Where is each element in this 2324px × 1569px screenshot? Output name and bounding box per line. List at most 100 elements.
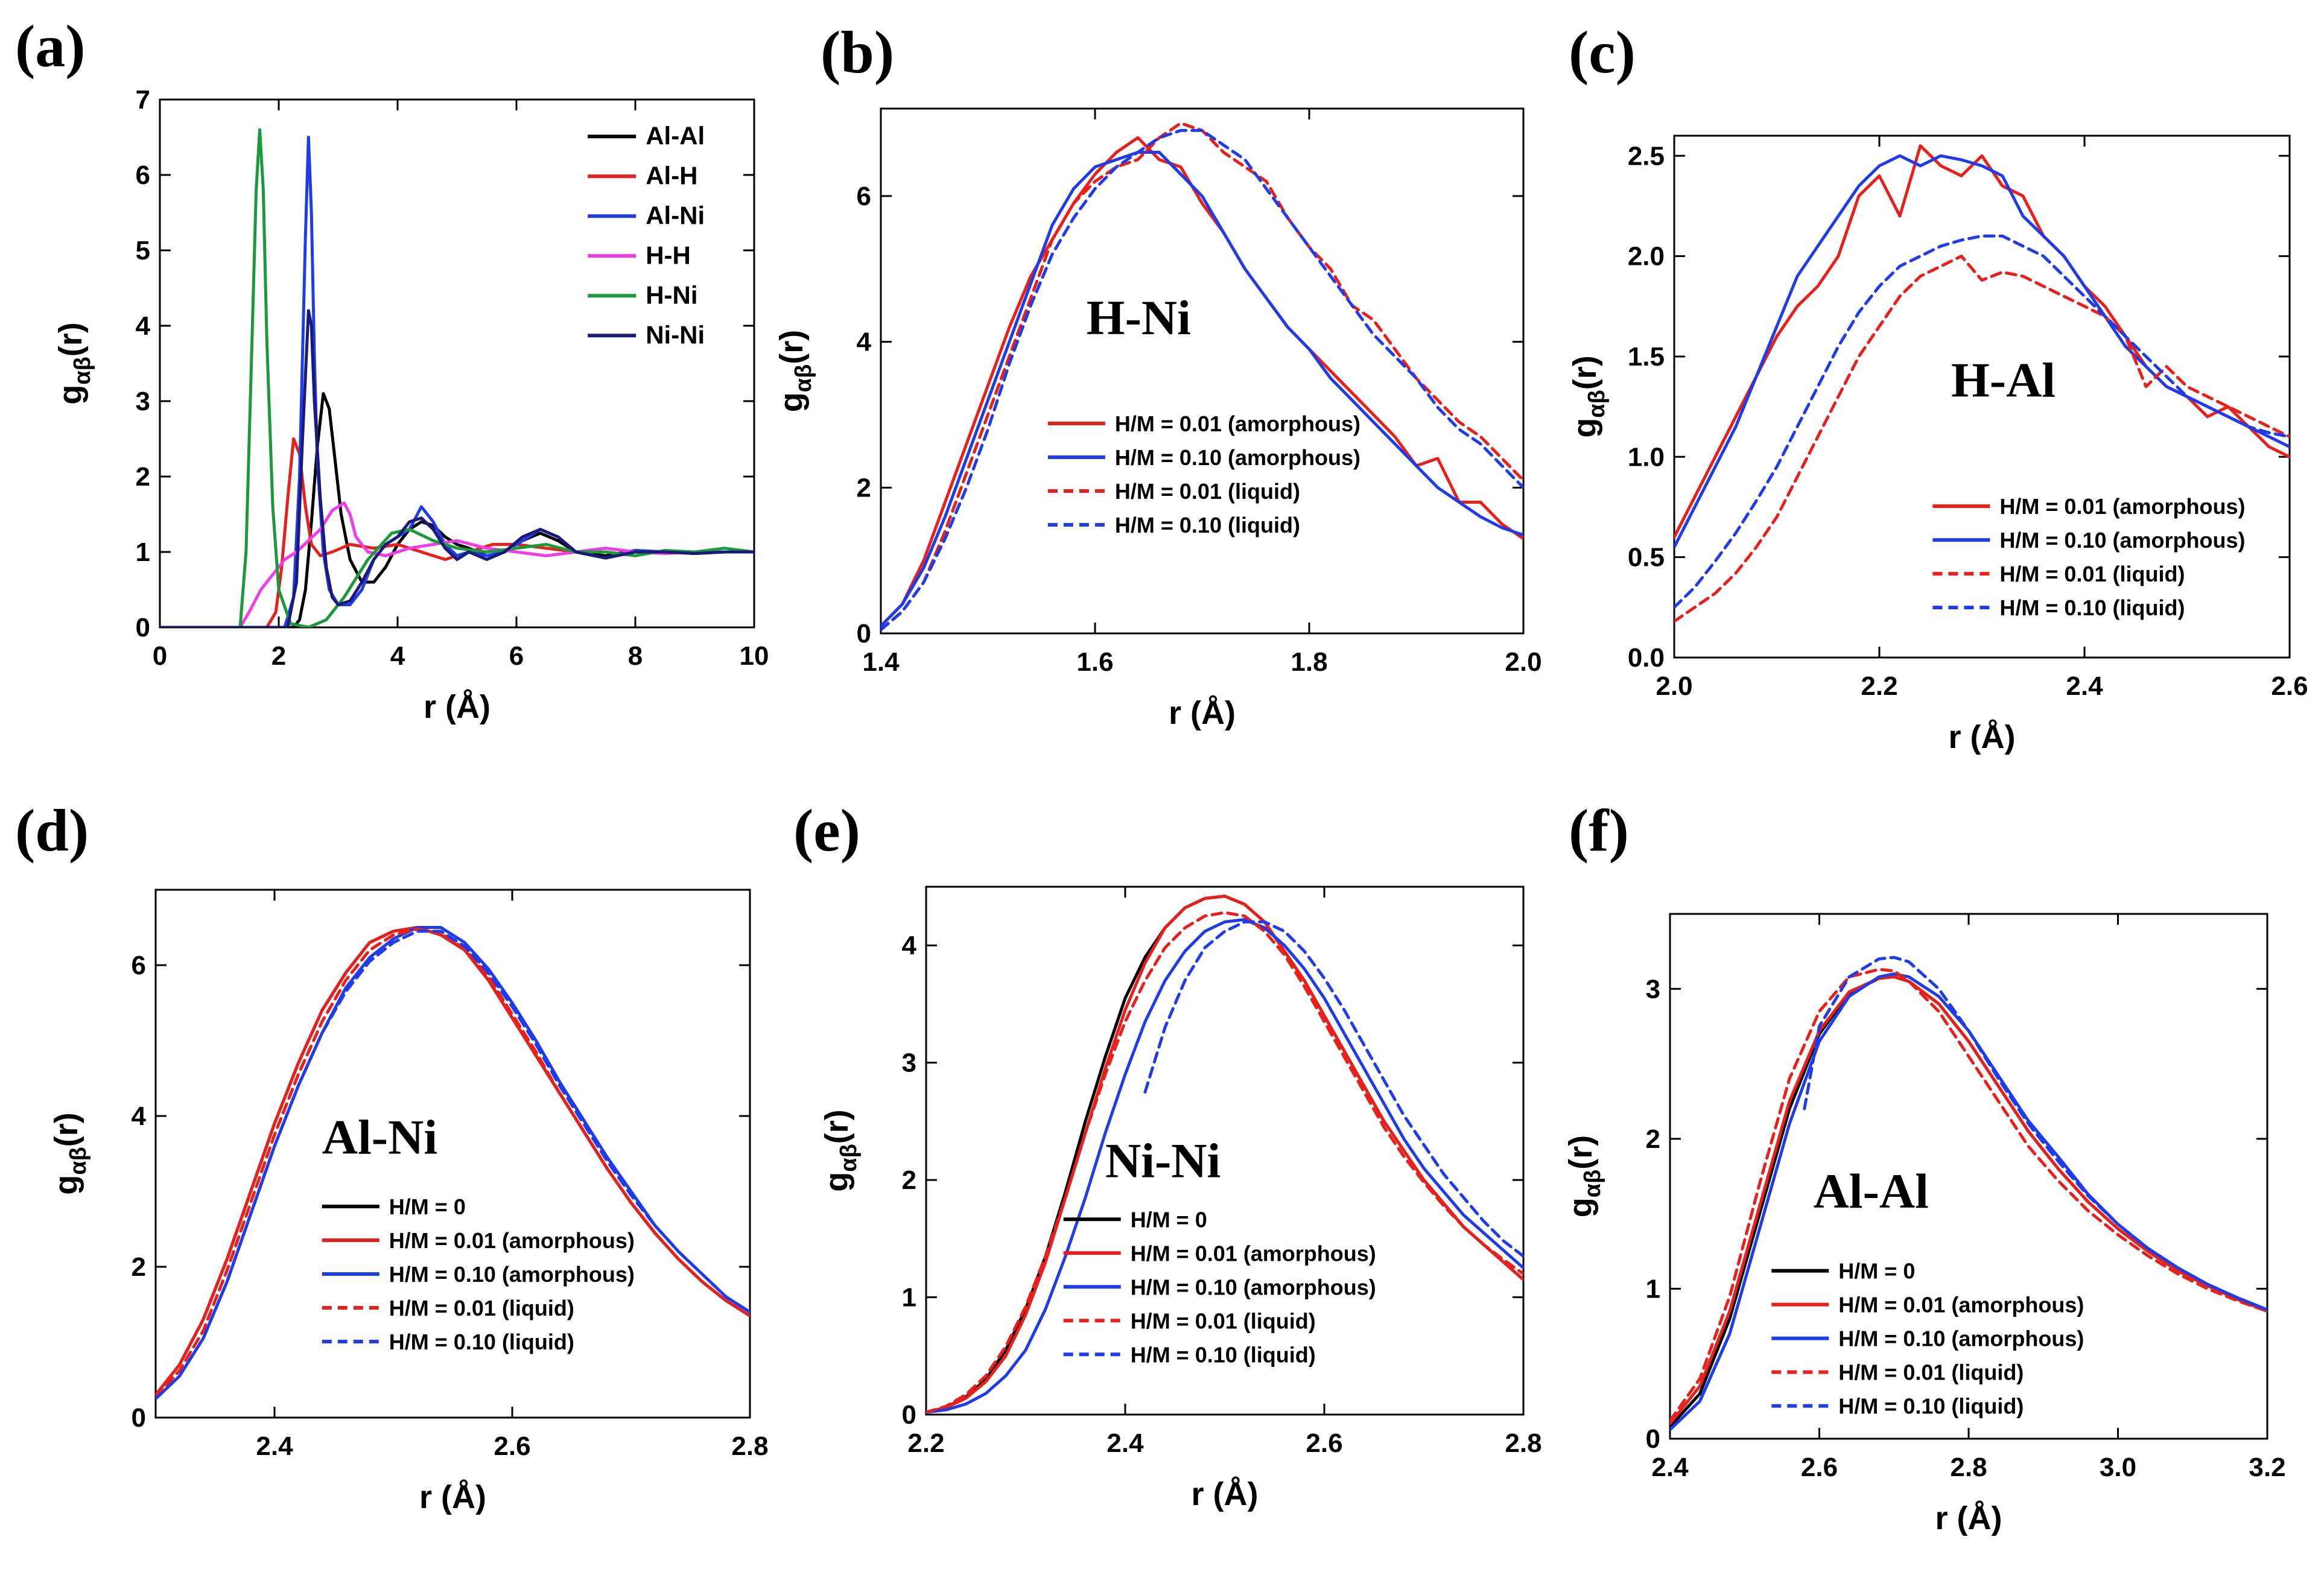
y-axis-title-main: g	[819, 1172, 855, 1192]
legend-label: Al-Ni	[646, 201, 705, 229]
x-tick-label: 2.4	[1106, 1428, 1144, 1458]
series-line-h-h	[160, 501, 754, 627]
plot-frame	[1673, 135, 2291, 659]
legend-label: H/M = 0	[1131, 1207, 1207, 1232]
series-line-h-m-0-10-amorphous-	[881, 151, 1523, 628]
panel-label: (b)	[821, 19, 894, 86]
legend-label: H/M = 0.01 (liquid)	[1131, 1308, 1316, 1333]
y-tick-label: 4	[902, 931, 917, 960]
x-tick-label: 3.2	[2249, 1453, 2285, 1482]
legend-label: H/M = 0.01 (liquid)	[1115, 479, 1300, 504]
x-tick-label: 2.0	[1505, 647, 1541, 677]
panel-label: (d)	[15, 797, 89, 864]
y-axis-title-tail: (r)	[1563, 1135, 1599, 1170]
x-tick-label: 2.8	[731, 1431, 768, 1461]
y-tick-label: 0.0	[1628, 643, 1665, 673]
legend-label: H/M = 0	[389, 1194, 466, 1219]
legend-label: Ni-Ni	[646, 320, 705, 349]
y-axis-title-sub: αβ	[1584, 390, 1610, 418]
chart-panel-f: (f) 2.4 2.6 2.8 3.0 3.2 0 1 2 3 r (Å) gαβ(r) Al-Al H/…	[1563, 797, 2286, 1536]
panel-annotation: Ni-Ni	[1105, 1133, 1221, 1188]
y-tick-label: 4	[857, 328, 872, 357]
panel-annotation: Al-Ni	[322, 1110, 437, 1165]
series-line-h-m-0-10-liquid-	[1143, 920, 1523, 1258]
y-axis-title-sub: αβ	[791, 364, 816, 393]
y-axis-title-tail: (r)	[1567, 355, 1603, 390]
y-tick-label: 2	[857, 473, 871, 502]
legend: H/M = 0.01 (amorphous) H/M = 0.10 (amorph…	[1932, 494, 2245, 620]
legend-label: H/M = 0.10 (amorphous)	[1115, 445, 1360, 470]
y-tick-label: 2	[132, 1252, 146, 1282]
series-line-h-m-0-10-liquid-	[881, 128, 1523, 632]
legend-label: H/M = 0	[1838, 1259, 1915, 1284]
legend-label: H/M = 0.10 (liquid)	[1999, 595, 2185, 620]
legend-label: H/M = 0.01 (amorphous)	[1131, 1241, 1376, 1266]
plot-frame	[925, 886, 1525, 1416]
y-axis-title-main: g	[48, 1175, 84, 1195]
y-tick-label: 6	[857, 182, 871, 211]
y-tick-label: 6	[132, 951, 146, 980]
x-tick-label: 2.4	[2066, 671, 2103, 701]
x-axis-title: r (Å)	[1192, 1476, 1259, 1512]
series-line-ni-ni	[160, 309, 754, 627]
series-line-h-m-0-10-liquid-	[1803, 956, 2267, 1311]
y-axis-title-sub: αβ	[70, 357, 95, 385]
x-tick-label: 2.4	[1651, 1453, 1689, 1482]
x-tick-label: 10	[740, 641, 769, 671]
x-tick-label: 3.0	[2100, 1453, 2136, 1482]
series-line-h-m-0-01-liquid-	[1674, 255, 2290, 623]
x-tick-label: 2.6	[1801, 1453, 1838, 1482]
x-tick-label: 0	[153, 641, 167, 671]
plot-frame	[159, 98, 755, 629]
x-tick-label: 8	[628, 641, 643, 671]
y-axis-title-tail: (r)	[48, 1112, 84, 1147]
y-tick-label: 2.5	[1628, 141, 1665, 171]
panel-annotation: H-Al	[1951, 353, 2056, 408]
chart-panel-c: (c) 2.0 2.2 2.4 2.6 0.0 0.5 1.0 1.5 2.0 2.5 r (Å) gα…	[1567, 19, 2308, 755]
legend-label: H/M = 0.01 (amorphous)	[389, 1228, 635, 1253]
legend-label: H/M = 0.10 (amorphous)	[389, 1262, 635, 1287]
series-line-h-m-0-01-amorphous-	[1674, 144, 2290, 539]
panel-label: (f)	[1569, 797, 1629, 864]
plot-frame	[880, 107, 1525, 635]
x-tick-label: 6	[509, 641, 524, 671]
series-line-h-m-0-01-amorphous-	[156, 926, 750, 1396]
y-tick-label: 4	[136, 311, 151, 341]
x-axis-title: r (Å)	[1935, 1500, 2002, 1536]
x-tick-label: 1.8	[1291, 647, 1327, 677]
legend-label: H/M = 0.01 (amorphous)	[1115, 411, 1360, 436]
y-axis-title: gαβ(r)	[52, 322, 95, 405]
legend-label: H/M = 0.10 (liquid)	[1838, 1394, 2024, 1419]
series-line-h-m-0-01-amorphous-	[1670, 975, 2267, 1425]
series-line-h-m-0-10-amorphous-	[156, 926, 750, 1401]
x-axis-title: r (Å)	[1169, 695, 1236, 731]
chart-panel-e: (e) 2.2 2.4 2.6 2.8 0 1 2 3 4 r (Å) gαβ(r) Ni-Ni H/M …	[793, 797, 1542, 1512]
legend-label: H/M = 0.10 (amorphous)	[1838, 1327, 2084, 1351]
series-line-h-m-0	[156, 926, 750, 1396]
panel-annotation: Al-Al	[1814, 1164, 1929, 1219]
series-line-h-ni	[160, 128, 754, 627]
y-tick-label: 2.0	[1628, 242, 1665, 271]
series-line-h-m-0-10-amorphous-	[926, 918, 1523, 1414]
y-tick-label: 3	[1646, 974, 1660, 1004]
series-line-h-m-0-10-liquid-	[156, 930, 750, 1401]
y-tick-label: 0	[857, 619, 871, 648]
legend-label: H/M = 0.01 (liquid)	[1999, 562, 2185, 586]
series-line-h-m-0-01-liquid-	[1670, 968, 2267, 1422]
x-tick-label: 2.2	[1861, 671, 1897, 701]
y-tick-label: 0.5	[1628, 543, 1665, 572]
y-tick-label: 6	[136, 160, 150, 190]
y-tick-label: 3	[902, 1048, 916, 1078]
y-tick-label: 2	[136, 462, 150, 492]
y-tick-label: 5	[136, 236, 150, 265]
y-axis-title: gαβ(r)	[1567, 355, 1610, 438]
y-tick-label: 2	[1646, 1124, 1660, 1154]
y-axis-title: gαβ(r)	[773, 330, 816, 413]
y-axis-title-main: g	[52, 385, 89, 405]
y-axis-title-sub: αβ	[1580, 1170, 1605, 1198]
x-tick-label: 2.2	[907, 1428, 944, 1458]
legend-label: H/M = 0.10 (liquid)	[1131, 1342, 1316, 1367]
y-tick-label: 0	[132, 1403, 146, 1433]
legend: Al-Al Al-H Al-Ni H-H H-Ni Ni-Ni	[588, 121, 705, 349]
